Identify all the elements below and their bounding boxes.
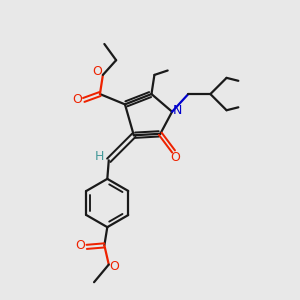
Text: O: O <box>170 152 180 164</box>
Text: N: N <box>172 104 182 117</box>
Text: O: O <box>72 93 82 106</box>
Text: O: O <box>92 65 102 79</box>
Text: O: O <box>110 260 120 272</box>
Text: H: H <box>95 150 104 163</box>
Text: O: O <box>75 239 85 252</box>
